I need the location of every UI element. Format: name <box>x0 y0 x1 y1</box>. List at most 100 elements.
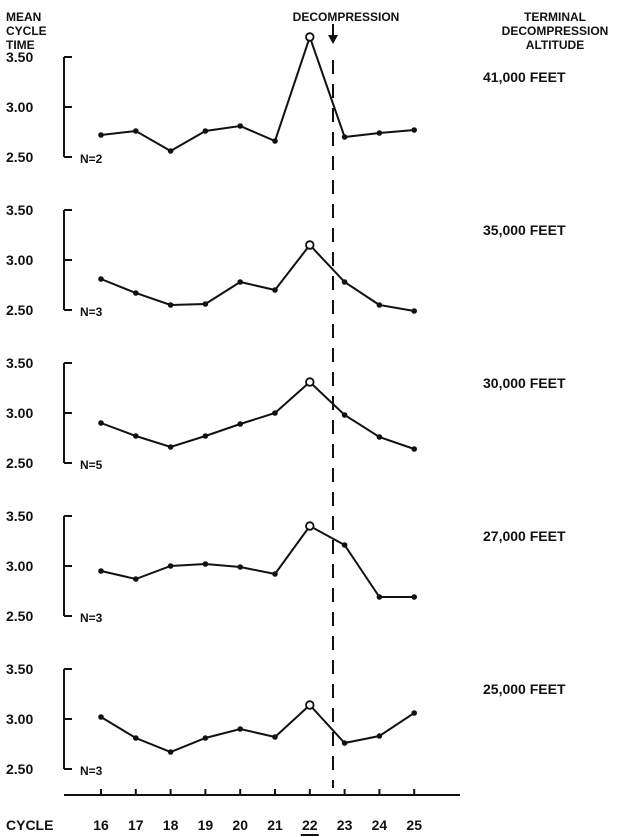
data-point <box>98 420 104 426</box>
y-tick-label: 3.00 <box>6 711 33 727</box>
x-axis-ticks: 16 17 18 19 20 21 22 23 24 25 <box>93 789 422 836</box>
x-tick-label: 25 <box>406 817 422 833</box>
data-point <box>376 733 383 739</box>
y-tick-label: 2.50 <box>6 608 33 624</box>
x-tick-label: 19 <box>198 817 214 833</box>
data-point <box>272 571 278 577</box>
y-axis-title-line-3: TIME <box>6 38 35 52</box>
decompression-point <box>305 700 315 710</box>
y-axis-title: MEAN CYCLE TIME <box>6 10 47 52</box>
decompression-point <box>305 32 315 42</box>
series-line <box>100 524 415 598</box>
panel-5: 3.50 3.00 2.50 N=3 25,000 FEET <box>6 661 566 778</box>
data-point <box>202 128 209 134</box>
altitude-column-header: TERMINAL DECOMPRESSION ALTITUDE <box>502 10 609 52</box>
x-tick-label: 16 <box>93 817 109 833</box>
y-tick-label: 3.50 <box>6 49 33 65</box>
data-point <box>167 444 174 450</box>
series-line <box>100 380 415 450</box>
x-tick-label: 18 <box>163 817 179 833</box>
data-point <box>376 594 383 600</box>
panel-3: 3.50 3.00 2.50 N=5 30,000 FEET <box>6 355 566 472</box>
data-point <box>167 563 174 569</box>
x-tick-label: 21 <box>267 817 283 833</box>
y-tick-label: 2.50 <box>6 149 33 165</box>
y-tick-label: 3.00 <box>6 405 33 421</box>
data-point <box>202 561 209 567</box>
x-tick-label: 17 <box>128 817 144 833</box>
series-line <box>100 703 415 754</box>
x-tick-label: 22 <box>302 817 318 833</box>
y-tick-label: 3.50 <box>6 202 33 218</box>
y-tick-label: 3.00 <box>6 99 33 115</box>
data-point <box>237 726 243 732</box>
altitude-header-line-3: ALTITUDE <box>526 38 584 52</box>
decompression-point <box>305 521 315 531</box>
data-point <box>411 594 418 600</box>
decompression-arrow-icon <box>328 24 338 44</box>
data-point <box>411 446 418 452</box>
data-point <box>237 279 243 285</box>
data-point <box>237 564 243 570</box>
decompression-point <box>305 240 315 250</box>
altitude-label: 25,000 FEET <box>483 681 566 697</box>
data-point <box>272 138 278 144</box>
data-point <box>98 714 104 720</box>
data-point <box>376 302 383 308</box>
data-point <box>411 127 418 133</box>
data-point <box>202 735 209 741</box>
n-label: N=2 <box>80 152 103 166</box>
data-point <box>237 123 243 129</box>
data-point <box>237 421 243 427</box>
y-axis-title-line-2: CYCLE <box>6 24 47 38</box>
panel-2: 3.50 3.00 2.50 N=3 35,000 FEET <box>6 202 566 319</box>
y-axis-title-line-1: MEAN <box>6 10 41 24</box>
data-point <box>272 734 278 740</box>
decompression-event-label: DECOMPRESSION <box>293 10 400 24</box>
series-line <box>100 243 415 312</box>
panel-4: 3.50 3.00 2.50 N=3 27,000 FEET <box>6 508 566 625</box>
x-tick-label: 24 <box>372 817 388 833</box>
chart-panels: 3.50 3.00 2.50 N=2 41,000 FEET 3.50 3.00 2.50 N=… <box>6 32 566 778</box>
panel-1: 3.50 3.00 2.50 N=2 41,000 FEET <box>6 32 566 166</box>
n-label: N=3 <box>80 305 103 319</box>
data-point <box>167 302 174 308</box>
n-label: N=5 <box>80 458 103 472</box>
y-tick-label: 3.50 <box>6 508 33 524</box>
data-point <box>98 568 104 574</box>
n-label: N=3 <box>80 764 103 778</box>
data-point <box>376 434 383 440</box>
y-tick-label: 3.00 <box>6 252 33 268</box>
y-tick-label: 3.50 <box>6 355 33 371</box>
data-point <box>167 148 174 154</box>
data-point <box>202 433 209 439</box>
data-point <box>98 276 104 282</box>
data-point <box>376 130 383 136</box>
x-tick-label: 23 <box>337 817 353 833</box>
data-point <box>133 576 139 582</box>
data-point <box>341 134 348 140</box>
data-point <box>411 710 418 716</box>
series-line <box>100 33 415 153</box>
data-point <box>133 735 139 741</box>
y-tick-label: 3.00 <box>6 558 33 574</box>
altitude-label: 27,000 FEET <box>483 528 566 544</box>
data-point <box>272 410 278 416</box>
x-axis-label: CYCLE <box>6 817 53 833</box>
altitude-header-line-2: DECOMPRESSION <box>502 24 609 38</box>
data-point <box>341 740 348 746</box>
x-tick-label: 20 <box>232 817 248 833</box>
decompression-point <box>305 377 315 387</box>
data-point <box>133 290 139 296</box>
altitude-label: 35,000 FEET <box>483 222 566 238</box>
data-point <box>133 433 139 439</box>
altitude-label: 41,000 FEET <box>483 69 566 85</box>
data-point <box>202 301 209 307</box>
y-tick-label: 3.50 <box>6 661 33 677</box>
n-label: N=3 <box>80 611 103 625</box>
y-tick-label: 2.50 <box>6 302 33 318</box>
altitude-label: 30,000 FEET <box>483 375 566 391</box>
data-point <box>411 308 418 314</box>
altitude-header-line-1: TERMINAL <box>524 10 586 24</box>
